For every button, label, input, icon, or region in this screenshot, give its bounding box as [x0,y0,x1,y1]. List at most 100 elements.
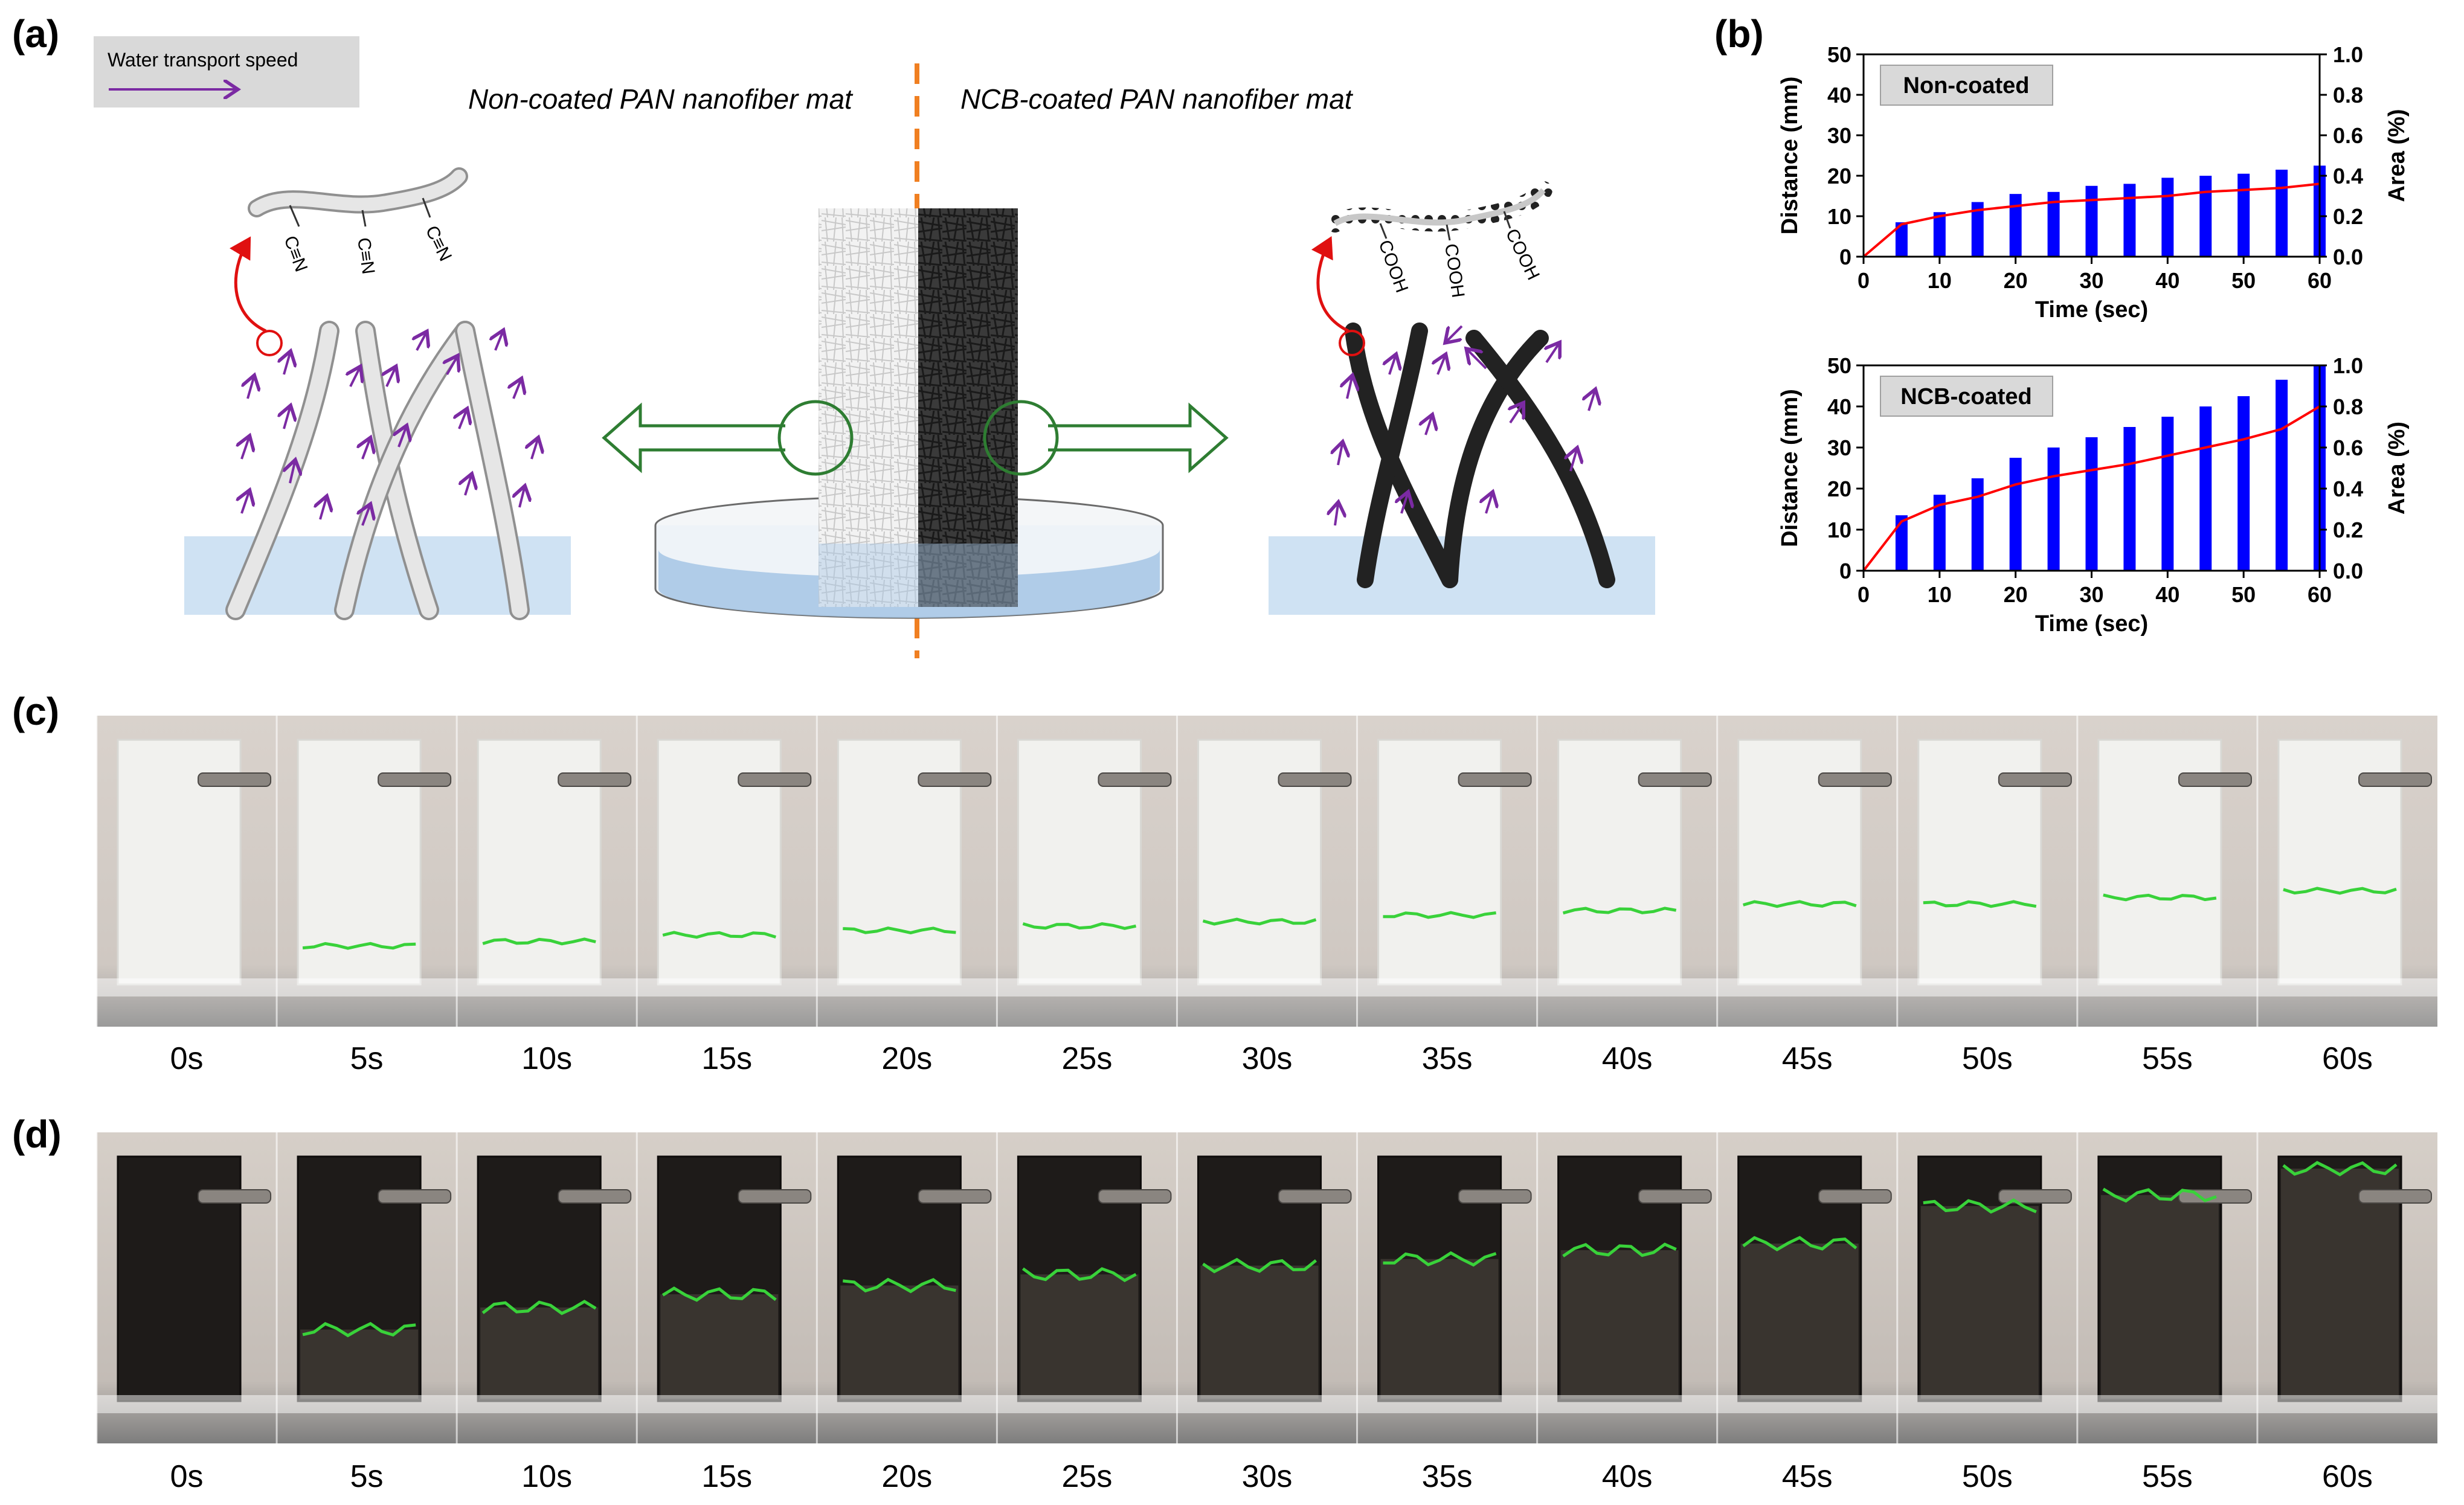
time-label: 55s [2142,1041,2193,1076]
bar-30 [2085,185,2098,257]
y2-axis-label: Area (%) [2384,422,2410,515]
needle [918,772,992,787]
waterfront-line [481,1300,597,1315]
needle [1638,772,1712,787]
waterfront-line [2102,1187,2217,1203]
bar-25 [2047,448,2060,571]
bar-5 [1895,515,1908,571]
needle [1458,1189,1532,1204]
x-tick-label: 20 [2004,582,2028,607]
waterfront-line [1562,907,1677,915]
waterfront-line [302,942,416,950]
y-tick-label: 50 [1827,353,1851,378]
left-zoom-arrow [229,236,267,333]
y-tick-label: 30 [1827,123,1851,148]
wetted-region [1380,1259,1499,1399]
waterfront-line [302,1321,416,1338]
bar-45 [2199,406,2212,571]
y-axis-label: Distance (mm) [1777,77,1803,235]
time-label: 60s [2322,1459,2373,1494]
time-label: 15s [701,1459,752,1494]
y-tick-label: 40 [1827,83,1851,108]
y-tick-label: 10 [1827,204,1851,229]
waterfront-line [1021,1267,1137,1283]
chart-non-coated: 0 10 20 30 40 50 60 0 10 20 30 40 50 0.0 0.2 0.4 0.6 0.8 1… [1777,42,2410,322]
bar-25 [2047,191,2060,257]
waterfront-line [1923,1198,2037,1214]
time-label: 20s [881,1459,932,1494]
right-zoom-arrow [1311,236,1349,333]
wetted-region [1200,1265,1319,1399]
y2-tick-label: 1.0 [2333,42,2363,67]
y2-tick-label: 0.0 [2333,245,2363,269]
waterfront-line [1923,900,2037,908]
needle [1278,772,1352,787]
time-label: 35s [1422,1041,1473,1076]
waterfront-line [2282,1161,2398,1176]
y2-tick-label: 0.8 [2333,83,2363,108]
chart-title-box [1880,376,2053,417]
svg-text:C≡N: C≡N [353,236,378,275]
wetted-region [1920,1206,2039,1399]
needle [1998,772,2072,787]
time-label: 15s [701,1041,752,1076]
panel-label-c: (c) [12,690,59,733]
x-tick-label: 50 [2231,582,2256,607]
time-label: 20s [881,1041,932,1076]
time-label: 55s [2142,1459,2193,1494]
x-tick-label: 50 [2231,268,2256,293]
time-label: 25s [1062,1041,1113,1076]
chart-ncb-coated: 0 10 20 30 40 50 60 0 10 20 30 40 50 0.0 0.2 0.4 0.6 0.8 1… [1777,353,2410,637]
needle [1998,1189,2072,1204]
time-label: 45s [1782,1041,1833,1076]
waterfront-line [1742,900,1857,908]
bar-40 [2161,178,2174,257]
time-label: 10s [521,1041,572,1076]
wetted-region [2100,1195,2219,1399]
y-tick-label: 30 [1827,435,1851,460]
y-tick-label: 20 [1827,477,1851,501]
bar-55 [2276,379,2288,571]
wetted-region [1740,1243,1859,1399]
x-tick-label: 30 [2079,268,2103,293]
svg-text:C≡N: C≡N [422,223,455,265]
needle [1638,1189,1712,1204]
green-arrow-left-icon [602,400,854,476]
time-label: 50s [1962,1459,2013,1494]
needle [1818,1189,1892,1204]
needle [2358,772,2432,787]
waterfront-line [2283,887,2397,895]
bar-35 [2123,427,2136,571]
wetted-region [300,1329,419,1399]
svg-text:COOH: COOH [1502,226,1543,283]
left-title: Non-coated PAN nanofiber mat [468,83,854,115]
time-label: 5s [350,1041,384,1076]
svg-text:COOH: COOH [1374,237,1412,295]
panel-a-schematic: Water transport speed Non-coated PAN nan… [94,36,1655,658]
panel-label-b: (b) [1714,12,1764,56]
area-line [1862,182,2320,258]
x-axis-label: Time (sec) [2035,611,2148,637]
bar-35 [2123,184,2136,257]
y-tick-label: 40 [1827,394,1851,419]
needle [738,772,812,787]
needle [198,1189,272,1204]
wetted-region [480,1307,599,1399]
waterfront-line [1383,911,1496,919]
wetted-region [2280,1169,2399,1399]
y2-tick-label: 0.6 [2333,123,2363,148]
time-label: 30s [1242,1041,1293,1076]
x-tick-label: 10 [1928,582,1952,607]
needle [378,772,452,787]
y2-tick-label: 1.0 [2333,353,2363,378]
chart-title-box [1880,65,2053,106]
needle [558,772,632,787]
needle [2358,1189,2432,1204]
time-label: 25s [1062,1459,1113,1494]
x-tick-label: 40 [2155,582,2179,607]
svg-text:COOH: COOH [1441,242,1468,299]
time-label: 10s [521,1459,572,1494]
wetted-region [1020,1274,1139,1399]
x-axis-label: Time (sec) [2035,297,2148,322]
photo-strip-ncb-coated: 0s 5s 10s 15s 20s 25s 30s 35s 40s 45s 50s 55s 60s [95,1132,2437,1494]
